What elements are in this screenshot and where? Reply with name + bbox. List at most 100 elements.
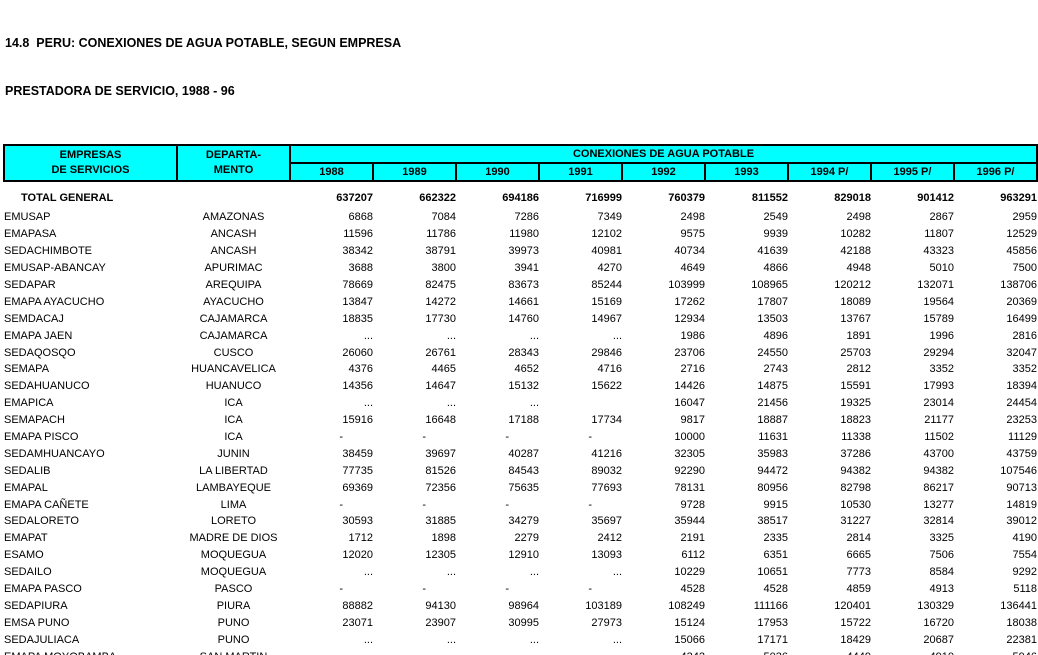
value-cell: 29294 <box>923 346 954 359</box>
value-cell: 10530 <box>840 498 871 511</box>
value-cell: 16648 <box>425 414 456 427</box>
value-cell: 9575 <box>680 228 705 241</box>
year-column-header: 1996 P/ <box>952 162 1038 182</box>
value-cell: 8584 <box>929 566 954 579</box>
value-cell: 15622 <box>591 380 622 393</box>
empresa-cell: SEMAPACH <box>4 414 65 427</box>
value-cell: 4910 <box>871 648 954 655</box>
value-cell: 7286 <box>514 211 539 224</box>
value-cell: 2498 <box>846 211 871 224</box>
page-title-line2: PRESTADORA DE SERVICIO, 1988 - 96 <box>5 84 235 98</box>
value-cell: 23907 <box>425 616 456 629</box>
value-cell: 6868 <box>348 211 373 224</box>
value-cell: 2716 <box>680 363 705 376</box>
departamento-cell: ANCASH <box>210 245 257 258</box>
total-value: 662322 <box>419 192 456 204</box>
table-row: SEDAPAR AREQUIPA 78669 82475 83673 85244 10399… <box>4 277 1037 294</box>
value-cell: 17188 <box>508 414 539 427</box>
table-row: SEDAHUANUCO HUANUCO 14356 14647 15132 15622 14… <box>4 378 1037 395</box>
value-cell: 43323 <box>923 245 954 258</box>
table-row: EMAPA CAÑETE LIMA - - - - 9728 9915 10530 13277 14… <box>4 496 1037 513</box>
value-cell: 81526 <box>425 464 456 477</box>
table-row: EMAPA PISCO ICA - - - - 10000 11631 11338 11502 11… <box>4 429 1037 446</box>
empresa-cell: EMUSAP-ABANCAY <box>4 262 106 275</box>
departamento-cell: AREQUIPA <box>205 279 262 291</box>
empresa-cell: EMAPA JAEN <box>4 329 73 342</box>
value-cell: 35983 <box>757 447 788 460</box>
water-connections-table: EMPRESAS DE SERVICIOS DEPARTA- MENTO CON… <box>3 144 1038 655</box>
value-cell: - <box>588 498 592 511</box>
value-cell: 3941 <box>514 262 539 275</box>
empresa-cell: EMAPICA <box>4 397 54 410</box>
value-cell: 45856 <box>1006 245 1038 258</box>
value-cell: 4528 <box>763 583 788 596</box>
value-cell: 43700 <box>923 447 954 460</box>
value-cell: 14661 <box>508 295 539 308</box>
value-cell: 11980 <box>509 228 539 241</box>
year-column-header: 1989 <box>372 162 457 182</box>
value-cell: 17807 <box>757 295 788 308</box>
departamento-cell: AMAZONAS <box>202 211 265 224</box>
value-cell: 14356 <box>342 380 373 393</box>
value-cell: 130329 <box>917 599 954 612</box>
departamento-cell: PASCO <box>214 583 253 596</box>
value-cell: 10282 <box>840 228 871 241</box>
empresa-cell: EMAPA PISCO <box>4 431 79 444</box>
value-cell: 37286 <box>840 447 871 460</box>
value-cell: 9728 <box>680 498 705 511</box>
value-cell: 40734 <box>674 245 705 258</box>
value-cell: 13767 <box>840 312 871 325</box>
year-column-header: 1990 <box>455 162 540 182</box>
empresa-cell: EMAPAT <box>4 532 48 545</box>
value-cell: 30995 <box>508 616 539 629</box>
value-cell: 15132 <box>508 380 539 393</box>
empresa-cell: EMAPA MOYOBAMBA <box>4 648 177 655</box>
value-cell: ... <box>363 633 373 646</box>
empresa-cell: EMAPA PASCO <box>4 583 82 596</box>
value-cell: ... <box>446 566 456 579</box>
value-cell: 11129 <box>1008 431 1038 444</box>
value-cell: - <box>456 648 539 655</box>
value-cell: 31885 <box>425 515 456 528</box>
value-cell: 11596 <box>343 228 373 241</box>
departamento-cell: SAN MARTIN <box>177 648 290 655</box>
total-value: 811552 <box>751 192 788 204</box>
value-cell: 32047 <box>1006 346 1038 359</box>
year-column-header: 1993 <box>704 162 789 182</box>
departamento-cell: ANCASH <box>210 228 257 241</box>
value-cell: 16047 <box>674 397 705 410</box>
value-cell: 94382 <box>923 464 954 477</box>
departamento-cell: ICA <box>224 414 243 427</box>
value-cell: 4270 <box>597 262 622 275</box>
value-cell: 94130 <box>425 599 456 612</box>
value-cell: 18823 <box>840 414 871 427</box>
table-row: SEDAQOSQO CUSCO 26060 26761 28343 29846 23706 2… <box>4 344 1037 361</box>
value-cell: 23014 <box>923 397 954 410</box>
departamento-cell: MOQUEGUA <box>200 566 267 579</box>
value-cell: 16499 <box>1006 312 1038 325</box>
departamento-cell: LAMBAYEQUE <box>196 481 271 494</box>
value-cell: 2498 <box>680 211 705 224</box>
departamento-cell: ICA <box>224 397 243 410</box>
value-cell: 21456 <box>757 397 788 410</box>
value-cell: 40981 <box>591 245 622 258</box>
value-cell: 18429 <box>840 633 871 646</box>
table-row: EMUSAP-ABANCAY APURIMAC 3688 3800 3941 4270 46… <box>4 260 1037 277</box>
value-cell: 89032 <box>591 464 622 477</box>
value-cell: 88882 <box>342 599 373 612</box>
value-cell: 80956 <box>757 481 788 494</box>
value-cell: 14272 <box>425 295 456 308</box>
empresa-cell: EMUSAP <box>4 211 51 224</box>
value-cell: 94382 <box>840 464 871 477</box>
value-cell: 6665 <box>846 549 871 562</box>
value-cell: 23253 <box>1006 414 1038 427</box>
value-cell: 6351 <box>763 549 788 562</box>
departamento-cell: HUANCAVELICA <box>191 363 276 376</box>
empresa-cell: EMAPA AYACUCHO <box>4 295 105 308</box>
year-column-header: 1988 <box>289 162 374 182</box>
value-cell: 7084 <box>431 211 456 224</box>
value-cell: ... <box>529 633 539 646</box>
table-row: EMAPA JAEN CAJAMARCA............ 1986 4896 1… <box>4 327 1037 344</box>
value-cell: 5036 <box>705 648 788 655</box>
value-cell: ... <box>612 329 622 342</box>
